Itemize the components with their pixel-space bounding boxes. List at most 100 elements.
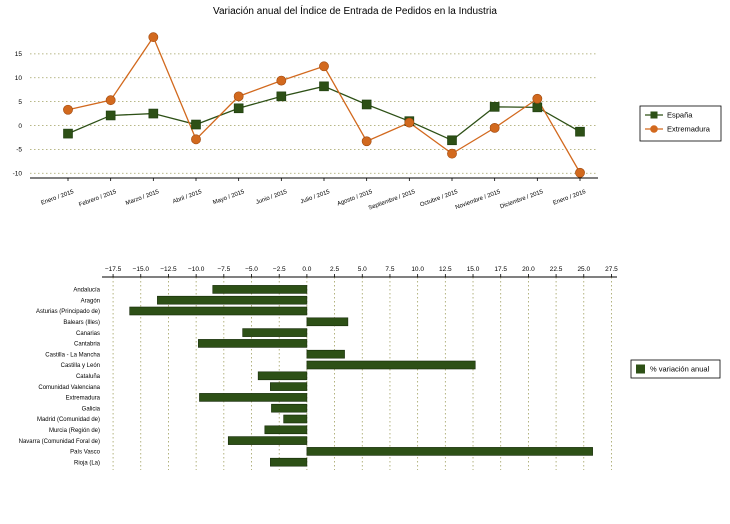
bar-chart-legend: % variación anual <box>630 359 721 379</box>
data-point-extremadura <box>148 32 159 43</box>
data-point-espana <box>447 135 457 146</box>
data-point-extremadura <box>319 61 329 72</box>
legend-marker-variacion-anual <box>636 364 645 374</box>
bar-castilla-la-mancha <box>306 349 345 359</box>
line-x-tick-label: Mayo / 2015 <box>212 189 246 206</box>
bar-balears-illes <box>306 317 349 327</box>
line-y-tick-label: 0 <box>18 123 22 130</box>
bar-asturias-principado-de <box>129 306 308 316</box>
bar-aragon <box>157 295 308 305</box>
bar-castilla-y-leon <box>306 360 476 370</box>
bar-category-label: Madrid (Comunidad de) <box>37 417 100 423</box>
data-point-extremadura <box>532 93 543 104</box>
data-point-espana <box>105 110 116 121</box>
bar-cataluna <box>257 371 308 381</box>
bar-navarra-comunidad-foral-de <box>227 436 308 445</box>
series-line-espana <box>67 85 581 142</box>
bar-category-label: Navarra (Comunidad Foral de) <box>19 439 100 445</box>
line-chart-grid <box>30 53 598 174</box>
bar-madrid-comunidad-de <box>283 414 308 424</box>
bar-x-tick-label: 15.0 <box>467 266 480 273</box>
bar-category-label: Murcia (Región de) <box>49 428 100 434</box>
bar-x-tick-label: 5.0 <box>358 266 367 273</box>
line-x-tick-label: Noviembre / 2015 <box>455 189 502 211</box>
data-point-extremadura <box>489 122 500 133</box>
bar-x-tick-label: 2.5 <box>330 266 339 273</box>
bar-chart-bars <box>129 285 593 467</box>
line-x-tick-label: Marzo / 2015 <box>125 189 161 207</box>
legend-label-espana: España <box>667 111 693 120</box>
data-point-extremadura <box>191 134 201 145</box>
data-point-extremadura <box>105 95 116 106</box>
bar-x-tick-label: −17.5 <box>105 266 122 273</box>
line-chart-legend: España Extremadura <box>639 105 722 142</box>
bar-x-tick-label: −12.5 <box>160 266 177 273</box>
data-point-espana <box>63 128 73 139</box>
line-x-tick-label: Febrero / 2015 <box>78 189 118 208</box>
bar-galicia <box>271 403 308 413</box>
data-point-extremadura <box>276 75 287 86</box>
data-point-extremadura <box>361 136 372 147</box>
data-point-extremadura <box>233 91 244 102</box>
bar-category-label: Cantabria <box>74 342 101 348</box>
data-point-espana <box>361 99 372 110</box>
bar-category-label: Castilla y León <box>61 363 100 369</box>
legend-label-variacion-anual: % variación anual <box>650 365 710 374</box>
bar-category-label: Asturias (Principado de) <box>36 309 100 315</box>
bar-murcia-region-de <box>264 425 308 435</box>
bar-x-tick-label: −15.0 <box>133 266 150 273</box>
line-chart-title: Variación anual del Índice de Entrada de… <box>213 4 497 17</box>
bar-x-tick-label: 12.5 <box>439 266 452 273</box>
line-chart-axes: -10 -5 0 5 10 15 Enero / 2015 Febrero / 2015 Mar… <box>13 51 598 212</box>
data-point-extremadura <box>404 117 415 128</box>
bar-chart-axes: −17.5 −15.0 −12.5 −10.0 −7.5 −5.0 −2.5 0.0 2.5 5.… <box>19 266 619 466</box>
bar-andalucia <box>212 285 308 294</box>
bar-legend-box <box>630 359 721 379</box>
data-point-extremadura <box>575 167 585 178</box>
data-point-espana <box>532 102 543 113</box>
legend-label-extremadura: Extremadura <box>667 125 711 134</box>
line-y-tick-label: 5 <box>18 99 22 106</box>
data-point-espana <box>233 103 244 114</box>
bar-extremadura <box>199 393 308 402</box>
line-x-tick-label: Enero / 2015 <box>40 189 75 207</box>
data-point-espana <box>276 91 287 102</box>
bar-category-label: Castilla - La Mancha <box>45 352 100 358</box>
bar-x-tick-label: 7.5 <box>385 266 394 273</box>
line-x-tick-label: Julio / 2015 <box>300 189 332 205</box>
bar-category-label: Aragón <box>81 298 100 304</box>
bar-category-label: Comunidad Valenciana <box>38 385 100 391</box>
bar-x-tick-label: 17.5 <box>494 266 507 273</box>
line-x-tick-label: Junio / 2015 <box>255 189 288 206</box>
line-x-tick-label: Septiembre / 2015 <box>368 189 417 212</box>
data-point-espana <box>489 102 500 112</box>
data-point-espana <box>148 108 159 119</box>
series-line-extremadura <box>67 35 581 174</box>
bar-x-tick-label: 20.0 <box>522 266 535 273</box>
line-y-tick-label: -10 <box>13 171 23 178</box>
data-point-espana <box>575 126 585 137</box>
bar-x-tick-label: 27.5 <box>605 266 618 273</box>
data-point-extremadura <box>63 104 73 115</box>
line-y-tick-label: 10 <box>15 75 23 82</box>
bar-category-label: Andalucía <box>73 288 100 294</box>
bar-x-tick-label: 25.0 <box>577 266 590 273</box>
bar-category-label: Cataluña <box>76 374 101 380</box>
bar-x-tick-label: −5.0 <box>245 266 258 273</box>
bar-pais-vasco <box>306 447 593 456</box>
bar-x-tick-label: 0.0 <box>302 266 311 273</box>
bar-x-tick-label: −7.5 <box>217 266 230 273</box>
line-x-tick-label: Agosto / 2015 <box>337 189 374 208</box>
line-x-tick-label: Diciembre / 2015 <box>499 189 544 210</box>
data-point-espana <box>319 81 329 92</box>
line-y-tick-label: 15 <box>15 51 23 58</box>
data-point-espana <box>191 119 201 130</box>
bar-rioja-la <box>270 457 308 467</box>
line-chart-series <box>63 32 585 178</box>
bar-canarias <box>242 328 308 337</box>
line-x-tick-label: Enero / 2016 <box>552 189 587 207</box>
legend-marker-extremadura <box>650 125 658 133</box>
bar-category-label: Balears (Illes) <box>63 320 100 326</box>
bar-chart-grid <box>112 277 612 470</box>
